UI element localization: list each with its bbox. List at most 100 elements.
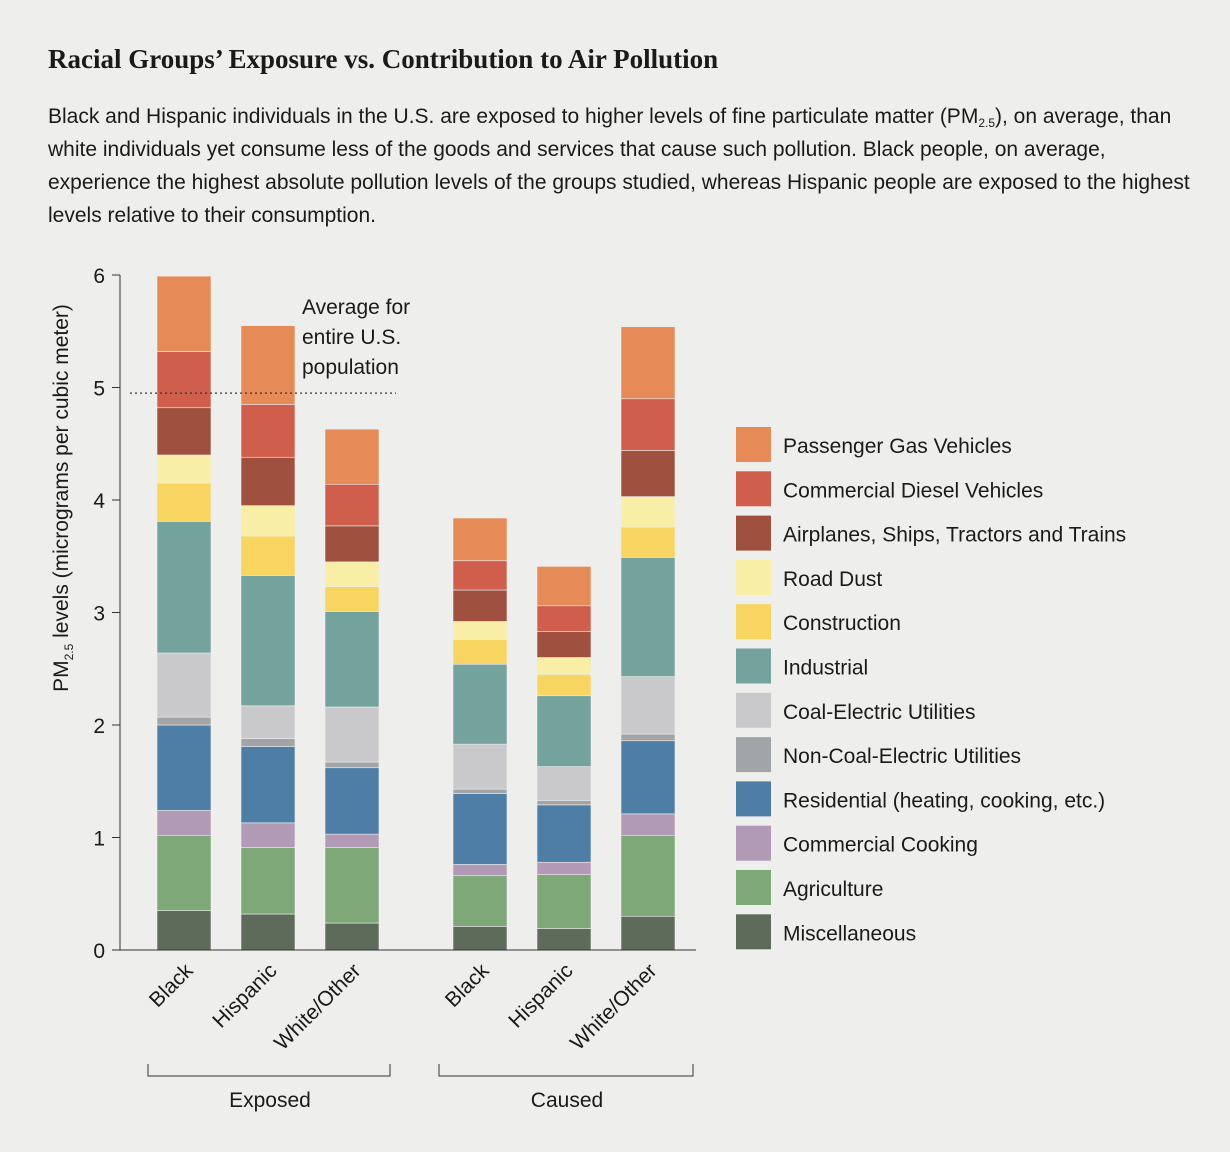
legend-swatch (736, 737, 771, 773)
legend-label: Construction (783, 612, 901, 635)
legend-label: Residential (heating, cooking, etc.) (783, 789, 1105, 812)
group-bracket (438, 1064, 694, 1077)
bar-segment-miscellaneous (156, 910, 212, 951)
legend-label: Industrial (783, 657, 868, 680)
bar-segment-construction (536, 674, 592, 697)
bar-segment-industrial (536, 695, 592, 767)
bar-segment-agriculture (240, 847, 296, 915)
bar-segment-agriculture (536, 874, 592, 929)
legend-label: Coal-Electric Utilities (783, 701, 976, 724)
bar-segment-agriculture (324, 847, 380, 924)
legend-label: Commercial Cooking (783, 834, 978, 857)
subtitle-text-2: ), on average, than white individuals ye… (48, 105, 1190, 227)
legend-label: Non-Coal-Electric Utilities (783, 745, 1021, 768)
bar-segment-commercial-cooking (536, 861, 592, 875)
bar-segment-non-coal-electric-utilities (536, 800, 592, 806)
bar-segment-agriculture (620, 834, 676, 917)
bar-segment-passenger-gas-vehicles (324, 428, 380, 485)
bar-segment-residential-heating-cooking-etc (240, 746, 296, 824)
legend-label: Agriculture (783, 878, 883, 901)
y-tick-label: 6 (93, 265, 105, 288)
bar-segment-non-coal-electric-utilities (156, 716, 212, 726)
legend-swatch (736, 648, 771, 684)
y-tick-label: 5 (93, 378, 105, 401)
subtitle-text-1: Black and Hispanic individuals in the U.… (48, 105, 979, 128)
bar-segment-road-dust (156, 454, 212, 484)
legend-swatch (736, 914, 771, 950)
bar-segment-non-coal-electric-utilities (452, 788, 508, 794)
legend-swatch (736, 471, 771, 507)
bar-segment-passenger-gas-vehicles (620, 326, 676, 400)
legend-swatch (736, 427, 771, 462)
bar-segment-non-coal-electric-utilities (240, 738, 296, 747)
legend-swatch (736, 781, 771, 817)
bar-segment-residential-heating-cooking-etc (156, 724, 212, 811)
x-category-label: White/Other (270, 959, 365, 1054)
bar-segment-road-dust (240, 505, 296, 537)
bar-segment-airplanes-ships-tractors-and-trains (536, 631, 592, 658)
page-title: Racial Groups’ Exposure vs. Contribution… (48, 44, 719, 74)
bar-segment-industrial (620, 557, 676, 677)
bar-segment-commercial-diesel-vehicles (240, 404, 296, 458)
bar-segment-road-dust (620, 496, 676, 528)
legend-label: Airplanes, Ships, Tractors and Trains (783, 524, 1126, 547)
bar-segment-industrial (324, 611, 380, 708)
legend-swatch (736, 559, 771, 595)
bar-segment-miscellaneous (324, 922, 380, 951)
bar-segment-passenger-gas-vehicles (536, 566, 592, 607)
group-bracket (147, 1064, 391, 1077)
y-tick-label: 4 (93, 490, 105, 513)
bar-segment-commercial-cooking (156, 810, 212, 836)
bar-segment-road-dust (536, 657, 592, 675)
bar-segment-construction (156, 482, 212, 522)
bar-segment-coal-electric-utilities (536, 766, 592, 801)
bar-segment-miscellaneous (620, 915, 676, 951)
bar-segment-commercial-diesel-vehicles (536, 605, 592, 632)
x-category-label: Hispanic (208, 959, 281, 1032)
bar-segment-commercial-diesel-vehicles (156, 351, 212, 409)
x-category-label: White/Other (566, 959, 661, 1054)
bar-segment-commercial-cooking (452, 864, 508, 877)
bar-segment-commercial-cooking (620, 813, 676, 836)
bar-segment-miscellaneous (536, 928, 592, 951)
legend-label: Commercial Diesel Vehicles (783, 479, 1043, 502)
bar-segment-coal-electric-utilities (240, 705, 296, 739)
bar-segment-commercial-diesel-vehicles (324, 483, 380, 527)
legend-swatch (736, 825, 771, 861)
bar-segment-agriculture (452, 875, 508, 927)
legend-swatch (736, 870, 771, 905)
bar-segment-industrial (452, 663, 508, 745)
bar-segment-industrial (240, 575, 296, 707)
bar-segment-non-coal-electric-utilities (620, 733, 676, 742)
y-tick-label: 0 (93, 940, 105, 963)
y-tick-label: 2 (93, 715, 105, 738)
bar-segment-non-coal-electric-utilities (324, 761, 380, 769)
bar-segment-coal-electric-utilities (620, 676, 676, 735)
bars (156, 275, 676, 951)
bar-segment-residential-heating-cooking-etc (452, 793, 508, 865)
bar-segment-commercial-cooking (240, 822, 296, 848)
y-tick-label: 1 (93, 828, 105, 851)
bar-segment-airplanes-ships-tractors-and-trains (240, 456, 296, 506)
group-label: Exposed (229, 1089, 311, 1112)
y-axis-label-pm: PM (50, 660, 73, 692)
x-category-label: Black (441, 959, 494, 1012)
reference-line-label: Average for (302, 296, 410, 319)
bar-segment-miscellaneous (452, 926, 508, 951)
legend: Passenger Gas Vehicles Commercial Diesel … (736, 427, 1126, 950)
bar-segment-residential-heating-cooking-etc (324, 767, 380, 835)
average-reference-line: Average for entire U.S. population (130, 296, 410, 394)
y-axis-label: PM2.5 levels (micrograms per cubic meter… (50, 304, 76, 692)
bar-segment-construction (240, 535, 296, 576)
subtitle-subscript: 2.5 (978, 116, 995, 130)
page-subtitle: Black and Hispanic individuals in the U.… (48, 100, 1208, 232)
legend-label: Passenger Gas Vehicles (783, 435, 1012, 458)
reference-line-label: entire U.S. (302, 326, 401, 349)
reference-line-label: population (302, 356, 399, 379)
bar-segment-coal-electric-utilities (324, 706, 380, 763)
bar-segment-residential-heating-cooking-etc (620, 740, 676, 815)
bar-segment-airplanes-ships-tractors-and-trains (156, 407, 212, 456)
legend-swatch (736, 692, 771, 728)
x-category-label: Hispanic (504, 959, 577, 1032)
